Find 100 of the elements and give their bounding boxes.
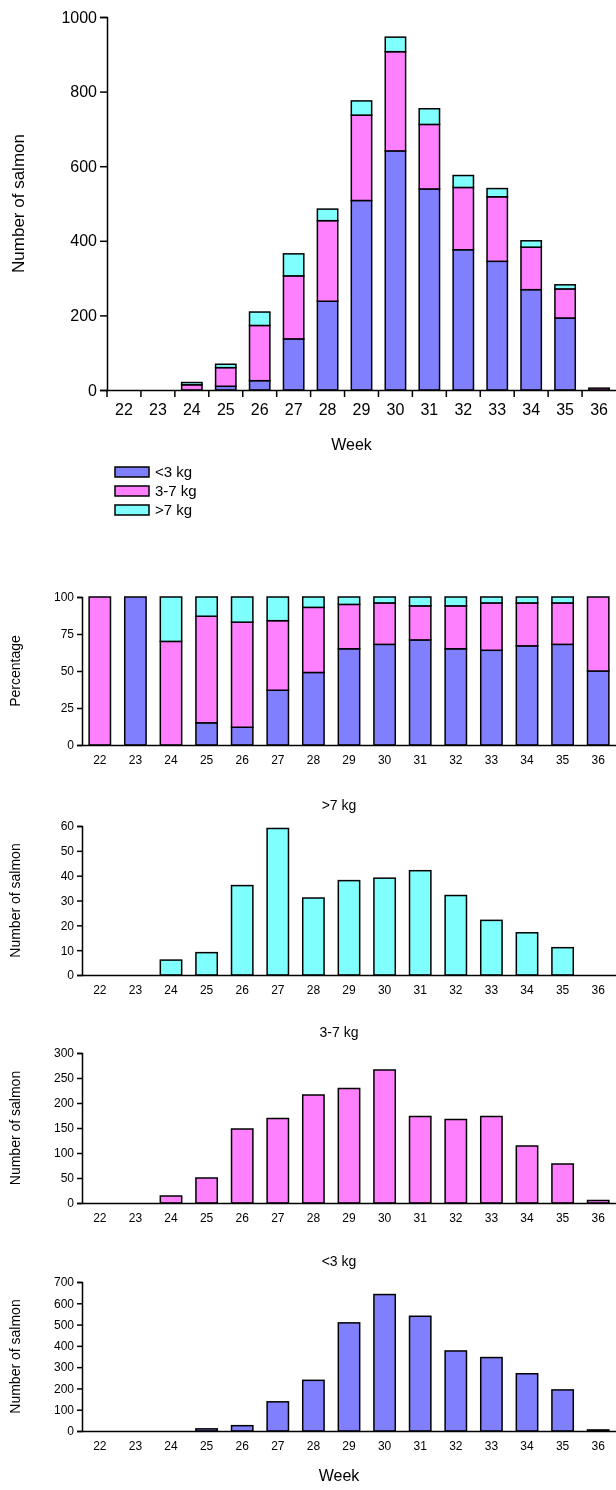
chart-title: >7 kg bbox=[321, 797, 357, 813]
x-tick-label: 29 bbox=[342, 1210, 356, 1225]
y-tick-label: 20 bbox=[60, 918, 75, 933]
x-tick-label: 32 bbox=[449, 982, 463, 997]
y-tick-label: 100 bbox=[53, 590, 75, 605]
bar bbox=[180, 381, 203, 386]
y-tick-label: 75 bbox=[60, 627, 75, 642]
x-tick-label: 29 bbox=[342, 752, 356, 767]
y-axis-title: Percentage bbox=[7, 634, 23, 707]
x-tick-label: 27 bbox=[271, 1438, 285, 1453]
y-tick-label: 200 bbox=[53, 1381, 75, 1396]
x-tick-label: 32 bbox=[449, 752, 463, 767]
x-tick-label: 24 bbox=[182, 401, 201, 419]
x-tick-label: 33 bbox=[484, 1210, 499, 1225]
x-tick-label: 32 bbox=[449, 1438, 463, 1453]
x-tick-label: 33 bbox=[484, 752, 499, 767]
y-tick-label: 600 bbox=[53, 1296, 75, 1311]
x-tick-label: 28 bbox=[318, 401, 337, 419]
bar bbox=[214, 366, 237, 388]
y-tick-label: 100 bbox=[53, 1146, 75, 1161]
x-tick-label: 36 bbox=[591, 752, 606, 767]
y-tick-label: 300 bbox=[53, 1046, 75, 1061]
x-tick-label: 35 bbox=[555, 1438, 570, 1453]
x-tick-label: 30 bbox=[377, 1210, 392, 1225]
x-tick-label: 23 bbox=[128, 752, 143, 767]
x-tick-label: 24 bbox=[164, 752, 178, 767]
x-tick-label: 30 bbox=[377, 752, 392, 767]
y-tick-label: 50 bbox=[60, 1171, 75, 1186]
x-tick-label: 32 bbox=[449, 1210, 463, 1225]
x-tick-label: 25 bbox=[199, 752, 214, 767]
x-tick-label: 23 bbox=[128, 1438, 143, 1453]
x-tick-label: 24 bbox=[164, 982, 178, 997]
y-tick-label: 50 bbox=[60, 844, 75, 859]
y-tick-label: 30 bbox=[60, 893, 75, 908]
y-tick-label: 40 bbox=[60, 869, 75, 884]
x-tick-label: 31 bbox=[413, 752, 428, 767]
y-tick-label: 0 bbox=[67, 1424, 75, 1439]
x-tick-label: 22 bbox=[93, 982, 107, 997]
y-axis-title: Number of salmon bbox=[7, 843, 23, 958]
x-tick-label: 36 bbox=[591, 1210, 606, 1225]
y-tick-label: 400 bbox=[70, 232, 98, 250]
x-tick-label: 31 bbox=[413, 1438, 428, 1453]
x-tick-label: 35 bbox=[555, 752, 570, 767]
x-tick-label: 32 bbox=[454, 401, 473, 419]
y-axis-title: Number of salmon bbox=[7, 1299, 23, 1414]
y-tick-label: 500 bbox=[53, 1317, 75, 1332]
x-tick-label: 29 bbox=[342, 982, 356, 997]
y-axis-title: Number of salmon bbox=[9, 134, 28, 273]
x-tick-label: 26 bbox=[235, 982, 250, 997]
y-tick-label: 700 bbox=[53, 1275, 75, 1290]
x-tick-label: 30 bbox=[386, 401, 405, 419]
y-tick-label: 0 bbox=[67, 1196, 75, 1211]
x-tick-label: 28 bbox=[306, 1438, 321, 1453]
y-tick-label: 200 bbox=[70, 307, 98, 325]
x-tick-label: 24 bbox=[164, 1438, 178, 1453]
x-tick-label: 27 bbox=[271, 752, 285, 767]
x-tick-label: 22 bbox=[93, 1438, 107, 1453]
x-tick-label: 34 bbox=[520, 1438, 534, 1453]
x-tick-label: 22 bbox=[93, 752, 107, 767]
x-tick-label: 22 bbox=[93, 1210, 107, 1225]
x-tick-label: 27 bbox=[271, 982, 285, 997]
y-tick-label: 0 bbox=[67, 738, 75, 753]
x-tick-label: 34 bbox=[522, 401, 541, 419]
x-tick-label: 29 bbox=[352, 401, 371, 419]
y-tick-label: 100 bbox=[53, 1403, 75, 1418]
x-tick-label: 31 bbox=[413, 1210, 428, 1225]
y-tick-label: 0 bbox=[88, 381, 98, 399]
y-tick-label: 60 bbox=[60, 819, 75, 834]
y-tick-label: 400 bbox=[53, 1339, 75, 1354]
x-tick-label: 35 bbox=[556, 401, 575, 419]
y-tick-label: 200 bbox=[53, 1096, 75, 1111]
x-tick-label: 26 bbox=[250, 401, 269, 419]
x-tick-label: 25 bbox=[199, 982, 214, 997]
x-tick-label: 25 bbox=[199, 1438, 214, 1453]
y-tick-label: 50 bbox=[60, 664, 75, 679]
x-tick-label: 23 bbox=[128, 982, 143, 997]
x-tick-label: 36 bbox=[591, 1438, 606, 1453]
x-tick-label: 35 bbox=[555, 1210, 570, 1225]
y-tick-label: 600 bbox=[70, 157, 98, 175]
y-tick-label: 150 bbox=[53, 1121, 75, 1136]
x-tick-label: 34 bbox=[520, 1210, 534, 1225]
x-tick-label: 27 bbox=[284, 401, 303, 419]
y-tick-label: 25 bbox=[60, 701, 75, 716]
legend-label: >7 kg bbox=[155, 501, 193, 518]
x-tick-label: 31 bbox=[413, 982, 428, 997]
x-tick-label: 33 bbox=[484, 982, 499, 997]
y-tick-label: 0 bbox=[67, 968, 75, 983]
y-tick-label: 1000 bbox=[61, 8, 98, 26]
x-tick-label: 29 bbox=[342, 1438, 356, 1453]
x-tick-label: 30 bbox=[377, 982, 392, 997]
y-tick-label: 800 bbox=[70, 83, 98, 101]
x-tick-label: 22 bbox=[115, 401, 133, 419]
x-axis-title: Week bbox=[318, 1467, 361, 1484]
x-tick-label: 23 bbox=[149, 401, 167, 419]
legend-label: <3 kg bbox=[155, 463, 193, 480]
x-tick-label: 36 bbox=[590, 401, 609, 419]
chart-title: 3-7 kg bbox=[319, 1024, 359, 1040]
y-tick-label: 300 bbox=[53, 1360, 75, 1375]
x-tick-label: 33 bbox=[484, 1438, 499, 1453]
x-tick-label: 23 bbox=[128, 1210, 143, 1225]
